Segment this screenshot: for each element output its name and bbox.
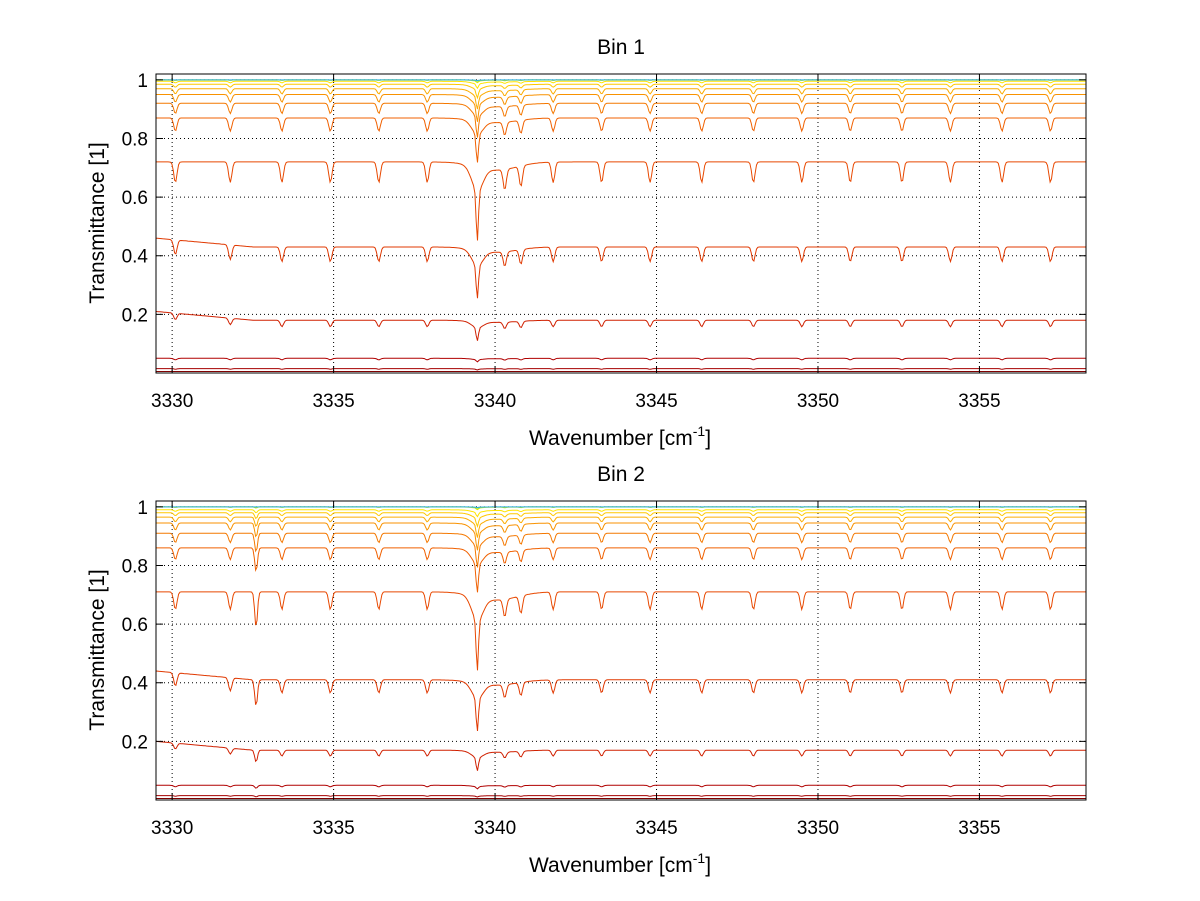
series-line [156, 79, 1086, 82]
series-line [156, 83, 1086, 100]
subplot-bin-1: Bin 1 3330 3335 3340 3345 3350 3355 0.2 0.4 0.6… [86, 36, 1087, 450]
series-line [156, 368, 1086, 371]
series-line [156, 532, 1086, 568]
x-tick-label: 3330 [151, 818, 193, 839]
series-group [155, 79, 1086, 372]
series-line [155, 740, 1086, 771]
subplot-title: Bin 2 [597, 463, 645, 486]
y-tick-label: 0.4 [122, 674, 149, 695]
x-axis-label: Wavenumber [cm-1] [529, 423, 711, 450]
series-line [156, 102, 1086, 138]
y-tick-label: 0.6 [122, 188, 148, 209]
axes-frame [155, 500, 1087, 801]
x-tick-label: 3330 [151, 391, 193, 412]
series-line [156, 506, 1086, 509]
series-line [156, 93, 1086, 122]
x-tick-label: 3340 [474, 391, 516, 412]
y-axis-ticks: 0.2 0.4 0.6 0.8 1 [122, 71, 1086, 326]
series-line [156, 80, 1086, 90]
series-line [156, 784, 1086, 790]
y-axis-label: Transmittance [1] [86, 569, 109, 730]
series-line [156, 161, 1086, 241]
x-tick-label: 3350 [797, 391, 839, 412]
y-tick-label: 0.6 [122, 615, 148, 636]
series-line [155, 237, 1086, 299]
y-tick-label: 0.2 [122, 305, 148, 326]
series-line [156, 512, 1086, 529]
series-line [156, 117, 1086, 163]
series-line [156, 357, 1086, 363]
x-tick-label: 3335 [312, 818, 354, 839]
x-tick-label: 3350 [797, 818, 839, 839]
series-line [155, 670, 1086, 732]
x-axis-ticks: 3330 3335 3340 3345 3350 3355 [151, 501, 1001, 839]
x-tick-label: 3335 [312, 391, 354, 412]
x-axis-label: Wavenumber [cm-1] [529, 850, 711, 877]
series-line [156, 547, 1086, 593]
series-line [156, 795, 1086, 798]
series-line [156, 88, 1086, 110]
series-line [156, 516, 1086, 538]
axes-frame [155, 73, 1087, 374]
series-line [156, 522, 1086, 551]
series-line [156, 591, 1086, 671]
x-tick-label: 3355 [958, 818, 1000, 839]
y-tick-label: 0.8 [122, 556, 148, 577]
subplot-bin-2: Bin 2 3330 3335 3340 3345 3350 3355 0.2 0.4 0.6… [86, 463, 1087, 877]
series-group [155, 506, 1086, 799]
x-tick-label: 3345 [635, 391, 677, 412]
y-axis-ticks: 0.2 0.4 0.6 0.8 1 [122, 498, 1086, 753]
series-line [155, 310, 1086, 341]
y-axis-label: Transmittance [1] [86, 142, 109, 303]
y-tick-label: 0.4 [122, 247, 149, 268]
y-tick-label: 1 [137, 71, 148, 92]
x-tick-label: 3345 [635, 818, 677, 839]
x-axis-ticks: 3330 3335 3340 3345 3350 3355 [151, 74, 1001, 412]
subplot-title: Bin 1 [597, 36, 645, 59]
y-tick-label: 0.8 [122, 129, 148, 150]
x-tick-label: 3355 [958, 391, 1000, 412]
y-tick-label: 1 [137, 498, 148, 519]
y-tick-label: 0.2 [122, 732, 148, 753]
series-line [156, 509, 1086, 518]
x-tick-label: 3340 [474, 818, 516, 839]
